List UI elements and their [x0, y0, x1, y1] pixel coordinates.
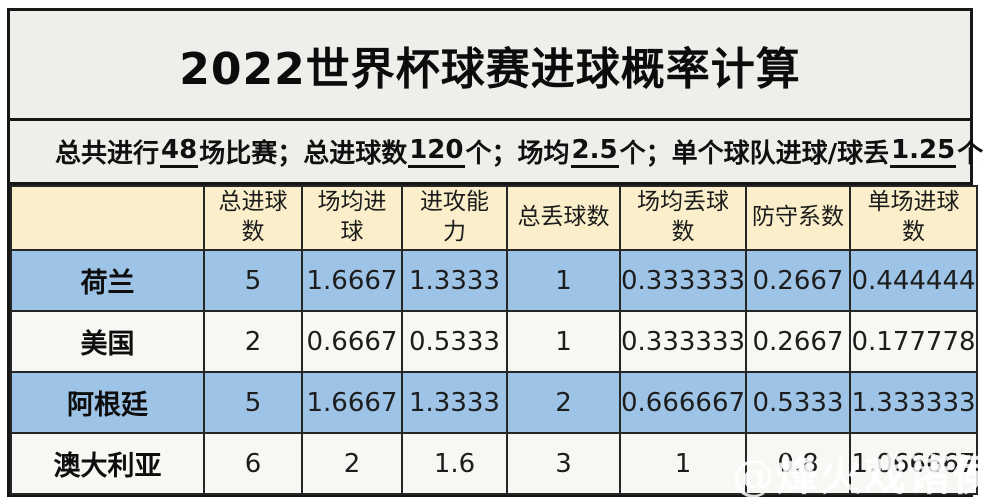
- table-row: 阿根廷 5 1.6667 1.3333 2 0.666667 0.5333 1.…: [10, 371, 978, 434]
- summary-text-segment: 场比赛；总进球数: [199, 139, 408, 169]
- header-cell-total-conceded: 总丢球数: [506, 185, 621, 251]
- cell-value: 0.6667: [301, 310, 403, 373]
- cell-value: 0.5333: [745, 371, 851, 434]
- header-cell-goals-per-match: 场均进 球: [301, 185, 403, 251]
- team-name: 美国: [10, 310, 205, 373]
- team-name: 澳大利亚: [10, 432, 205, 495]
- cell-value: 0.444444: [849, 249, 978, 312]
- team-name: 荷兰: [10, 249, 205, 312]
- cell-value: 5: [203, 371, 303, 434]
- summary-text-segment: 个；场均: [465, 139, 570, 169]
- summary-number: 2.5: [570, 135, 619, 168]
- cell-value: 6: [203, 432, 303, 495]
- cell-value: 1.6667: [301, 371, 403, 434]
- header-cell-conceded-per-match: 场均丢球 数: [619, 185, 747, 251]
- cell-value: 0.333333: [619, 310, 747, 373]
- header-cell-attack-ability: 进攻能 力: [401, 185, 508, 251]
- header-cell-defense-coefficient: 防守系数: [745, 185, 851, 251]
- cell-value: 1.6667: [301, 249, 403, 312]
- stats-table: 总进球 数 场均进 球 进攻能 力 总丢球数 场均丢球 数 防守系数 单场进球 …: [10, 185, 978, 495]
- table-row: 荷兰 5 1.6667 1.3333 1 0.333333 0.2667 0.4…: [10, 249, 978, 312]
- summary-number: 1.25: [890, 135, 957, 168]
- cell-value: 0.666667: [619, 371, 747, 434]
- header-cell-total-goals: 总进球 数: [203, 185, 303, 251]
- cell-value: 0.8: [745, 432, 851, 495]
- cell-value: 0.5333: [401, 310, 508, 373]
- header-row: 总进球 数 场均进 球 进攻能 力 总丢球数 场均丢球 数 防守系数 单场进球 …: [10, 185, 978, 251]
- page-title: 2022世界杯球赛进球概率计算: [179, 43, 801, 95]
- cell-value: 1.333333: [849, 371, 978, 434]
- cell-value: 2: [301, 432, 403, 495]
- table-row: 澳大利亚 6 2 1.6 3 1 0.8 1.066667: [10, 432, 978, 495]
- cell-value: 5: [203, 249, 303, 312]
- cell-value: 1: [619, 432, 747, 495]
- content-frame: 2022世界杯球赛进球概率计算 总共进行 48 场比赛；总进球数 120 个；场均 2.5…: [7, 8, 984, 497]
- summary-number: 120: [408, 135, 465, 168]
- cell-value: 0.177778: [849, 310, 978, 373]
- title-bar: 2022世界杯球赛进球概率计算: [10, 11, 970, 121]
- cell-value: 1.066667: [849, 432, 978, 495]
- cell-value: 1: [506, 249, 621, 312]
- cell-value: 3: [506, 432, 621, 495]
- cell-value: 2: [203, 310, 303, 373]
- team-name: 阿根廷: [10, 371, 205, 434]
- cell-value: 0.2667: [745, 249, 851, 312]
- summary-text-segment: 个。: [957, 139, 984, 169]
- summary-bar: 总共进行 48 场比赛；总进球数 120 个；场均 2.5 个；单个球队进球/球丢 1.25 个…: [10, 121, 984, 185]
- cell-value: 1: [506, 310, 621, 373]
- cell-value: 0.2667: [745, 310, 851, 373]
- cell-value: 1.6: [401, 432, 508, 495]
- header-cell-goals-per-single-match: 单场进球 数: [849, 185, 978, 251]
- table-row: 美国 2 0.6667 0.5333 1 0.333333 0.2667 0.1…: [10, 310, 978, 373]
- cell-value: 0.333333: [619, 249, 747, 312]
- summary-number: 48: [160, 135, 199, 168]
- cell-value: 2: [506, 371, 621, 434]
- header-cell-team: [10, 185, 205, 251]
- cell-value: 1.3333: [401, 249, 508, 312]
- summary-text-segment: 个；单个球队进球/球丢: [619, 139, 890, 169]
- summary-text-segment: 总共进行: [55, 139, 160, 169]
- cell-value: 1.3333: [401, 371, 508, 434]
